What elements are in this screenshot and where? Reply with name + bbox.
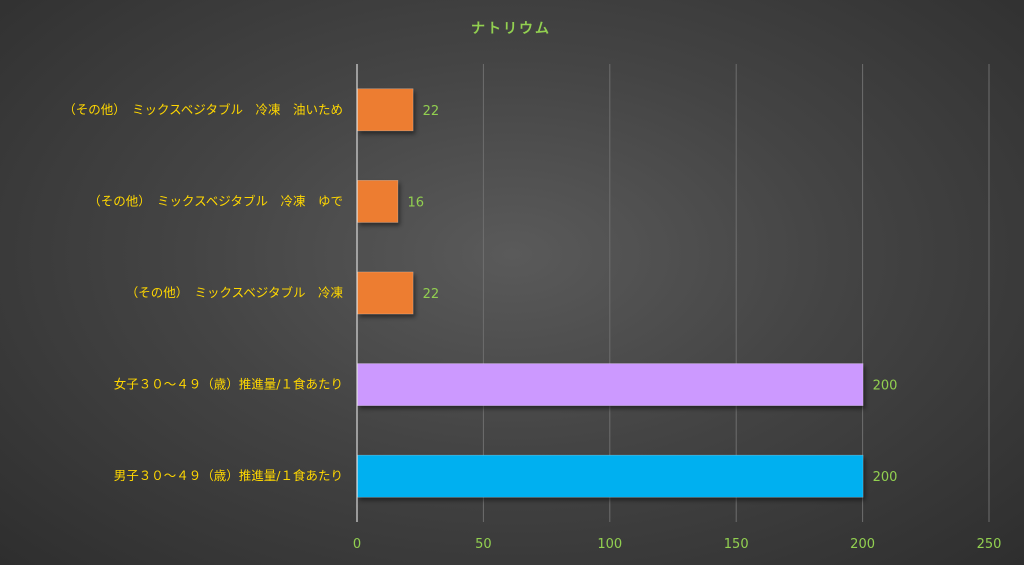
x-tick-label: 200 xyxy=(850,537,875,552)
bar xyxy=(357,271,414,315)
bar xyxy=(357,180,399,223)
category-label: 女子３０～４９（歳）推進量/１食あたり xyxy=(114,377,343,392)
chart-title: ナトリウム xyxy=(471,21,551,37)
bar xyxy=(357,88,414,132)
bars xyxy=(357,88,864,498)
x-tick-label: 100 xyxy=(597,537,622,552)
category-label: （その他） ミックスベジタブル 冷凍 油いため xyxy=(63,102,343,117)
data-label: 22 xyxy=(423,104,440,119)
data-label: 16 xyxy=(407,195,424,210)
gridlines xyxy=(482,64,990,522)
x-tick-label: 50 xyxy=(475,537,492,552)
data-label: 200 xyxy=(873,379,898,394)
category-label: 男子３０～４９（歳）推進量/１食あたり xyxy=(114,468,343,483)
data-label: 200 xyxy=(873,470,898,485)
bar xyxy=(357,454,864,498)
category-label: （その他） ミックスベジタブル 冷凍 ゆで xyxy=(88,193,343,208)
bar xyxy=(357,363,864,406)
category-label: （その他） ミックスベジタブル 冷凍 xyxy=(126,285,344,300)
x-tick-label: 150 xyxy=(724,537,749,552)
data-label: 22 xyxy=(423,287,440,302)
x-tick-label: 250 xyxy=(977,537,1002,552)
x-tick-label: 0 xyxy=(353,537,361,552)
labels: 0 50 100 150 200 250 （その他） ミックスベジタブル 冷凍 油いため 22… xyxy=(63,102,1001,552)
